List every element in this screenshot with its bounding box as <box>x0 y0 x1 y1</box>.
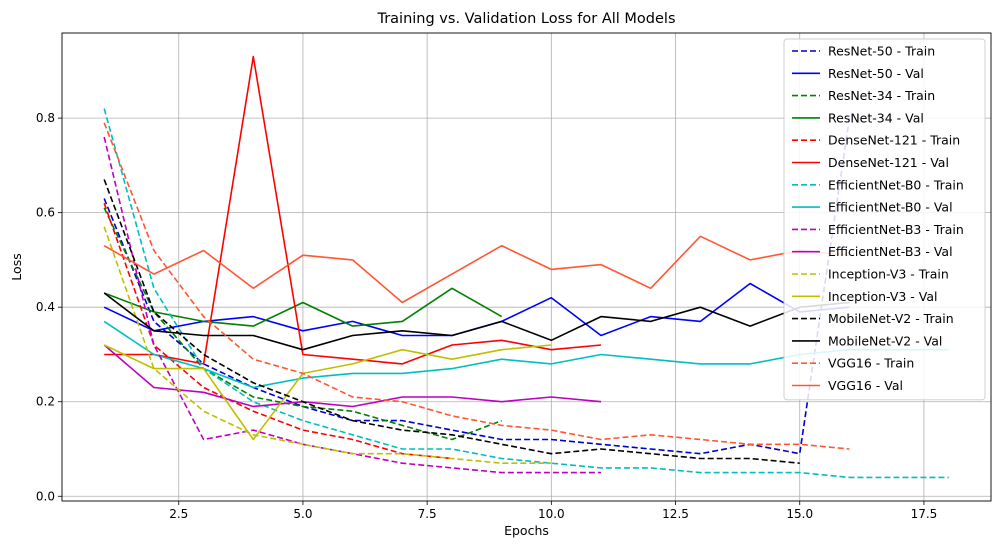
legend-entry: ResNet-50 - Train <box>828 44 935 59</box>
series-line-efficientnet-b3-val <box>103 344 602 408</box>
legend-entry: MobileNet-V2 - Train <box>828 311 954 326</box>
x-tick-label: 15.0 <box>786 507 813 521</box>
x-tick-label: 5.0 <box>293 507 312 521</box>
y-tick-label: 0.8 <box>36 111 55 125</box>
legend-entry: Inception-V3 - Val <box>828 289 938 304</box>
series-line-vgg16-val <box>103 235 850 304</box>
legend-entry: VGG16 - Train <box>828 356 914 371</box>
legend-entry: ResNet-34 - Train <box>828 88 935 103</box>
legend-entry: Inception-V3 - Train <box>828 267 949 282</box>
series-line-mobilenet-v2-val <box>103 292 850 351</box>
y-tick-label: 0.6 <box>36 206 55 220</box>
series-line-efficientnet-b0-train <box>103 108 949 479</box>
x-axis-label: Epochs <box>504 523 549 538</box>
series-line-inception-v3-train <box>103 226 552 465</box>
plot-frame <box>61 32 992 502</box>
x-tick-label: 2.5 <box>169 507 188 521</box>
plot-series <box>103 55 949 479</box>
legend-entry: MobileNet-V2 - Val <box>828 333 942 348</box>
legend-entry: DenseNet-121 - Train <box>828 133 960 148</box>
x-axis-ticks: 2.5 5.0 7.5 10.0 12.5 15.0 17.5 <box>169 501 937 521</box>
legend-entry: EfficientNet-B3 - Train <box>828 222 964 237</box>
y-axis-label: Loss <box>9 253 24 280</box>
x-tick-label: 12.5 <box>662 507 689 521</box>
legend: ResNet-50 - Train ResNet-50 - Val ResNet-3… <box>783 38 986 401</box>
series-line-resnet-34-train <box>103 207 502 441</box>
chart-title: Training vs. Validation Loss for All Mod… <box>376 11 675 27</box>
legend-entry: VGG16 - Val <box>828 378 903 393</box>
y-tick-label: 0.4 <box>36 300 55 314</box>
series-line-inception-v3-val <box>103 344 552 441</box>
legend-entry: DenseNet-121 - Val <box>828 155 949 170</box>
legend-box <box>783 38 986 401</box>
series-line-densenet-121-val <box>104 55 602 365</box>
y-tick-label: 0.2 <box>36 395 55 409</box>
series-line-mobilenet-v2-train <box>103 179 800 464</box>
x-tick-label: 7.5 <box>418 507 437 521</box>
legend-entry: EfficientNet-B3 - Val <box>828 244 953 259</box>
legend-entry: ResNet-50 - Val <box>828 66 924 81</box>
legend-entry: EfficientNet-B0 - Train <box>828 177 964 192</box>
series-line-densenet-121-train <box>103 202 453 460</box>
legend-entry: ResNet-34 - Val <box>828 110 924 125</box>
x-tick-label: 10.0 <box>538 507 565 521</box>
y-axis-ticks: 0.0 0.2 0.4 0.6 0.8 <box>36 111 62 503</box>
series-line-vgg16-train <box>103 122 850 450</box>
x-tick-label: 17.5 <box>911 507 938 521</box>
series-line-resnet-50-train <box>103 117 851 455</box>
y-tick-label: 0.0 <box>36 489 55 503</box>
legend-entry: EfficientNet-B0 - Val <box>828 200 953 215</box>
